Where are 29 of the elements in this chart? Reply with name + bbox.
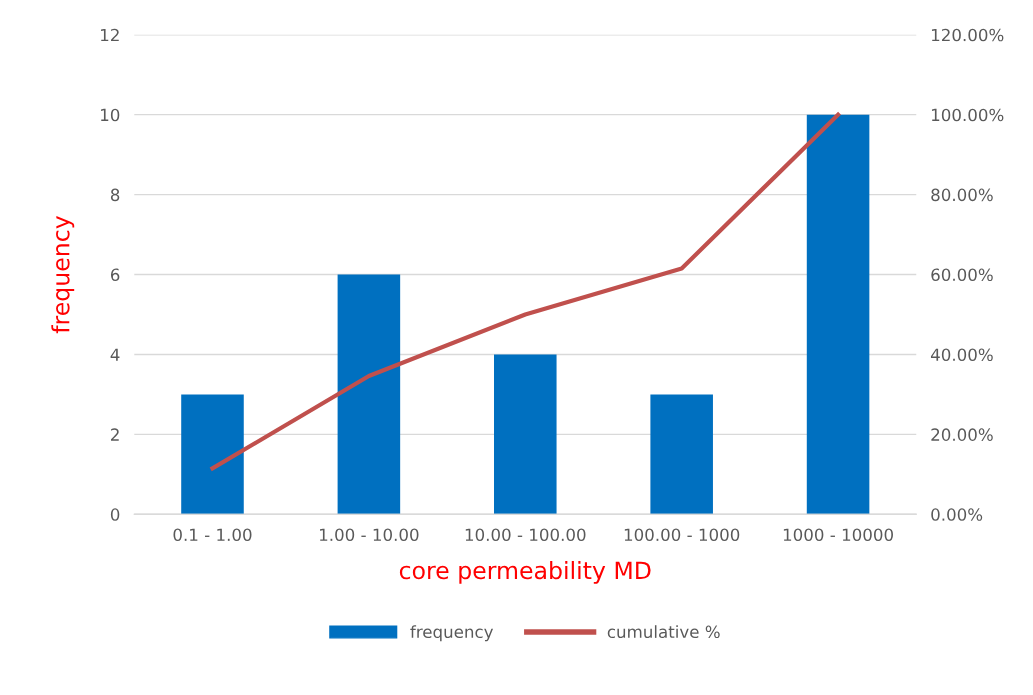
bar [337,274,401,515]
x-tick-label: 0.1 - 1.00 [173,528,252,542]
y-tick-label: 12 [101,28,119,42]
y-axis-title: frequency [51,216,75,334]
line-series [210,112,841,471]
y2-tick-label: 60.00% [931,268,993,282]
bar [806,114,870,515]
y-tick-label: 6 [110,268,120,282]
y-tick-label: 2 [111,428,119,441]
bar [494,354,557,515]
x-axis-title: core permeability MD [399,560,651,584]
x-tick-label: 100.00 - 1000 [624,528,740,542]
y2-tick-label: 80.00% [931,188,993,202]
y2-tick-label: 0.00% [931,508,983,521]
x-tick-label: 10.00 - 100.00 [465,528,586,542]
y2-tick-label: 20.00% [931,428,993,441]
legend-label: cumulative % [607,625,720,639]
y2-tick-label: 100.00% [931,108,1004,122]
legend-label: frequency [410,625,494,642]
y-tick-label: 8 [110,188,120,202]
y-tick-label: 10 [101,108,120,122]
y-tick-label: 4 [110,348,120,361]
bar [650,394,713,515]
x-tick-label: 1000 - 10000 [783,528,893,542]
bar [181,394,244,515]
y-tick-label: 0 [110,508,120,521]
y2-tick-label: 120.00% [931,28,1004,42]
y2-tick-label: 40.00% [930,348,993,362]
x-tick-label: 1.00 - 10.00 [320,528,419,542]
